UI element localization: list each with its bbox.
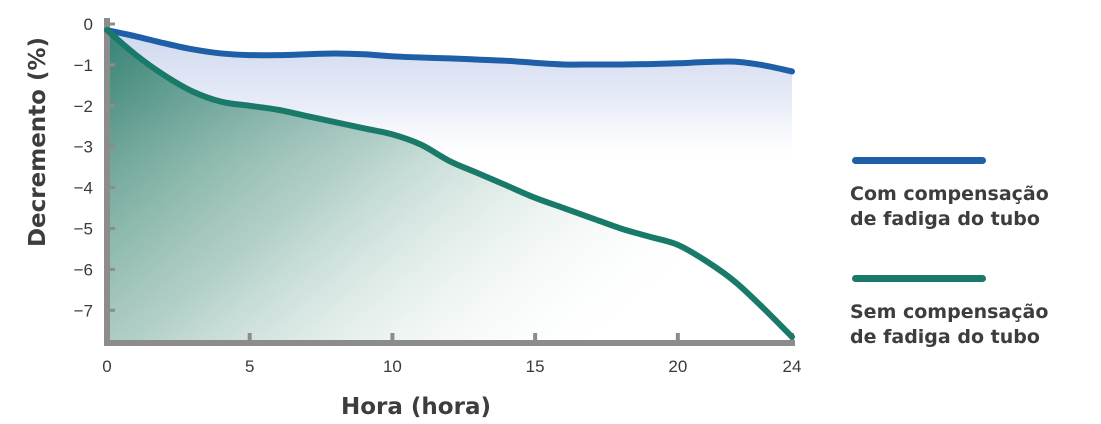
x-tick-label: 10: [383, 357, 402, 376]
y-tick-label: −1: [74, 56, 93, 75]
y-tick-label: −5: [74, 219, 93, 238]
legend-label-sem-line2: de fadiga do tubo: [850, 326, 1040, 348]
series-lines: [104, 27, 795, 340]
tick-labels: 0 −1 −2 −3 −4 −5 −6 −7 0 5 10 15 20 24: [74, 15, 802, 376]
legend-2: Sem compensação de fadiga do tubo: [850, 275, 1090, 350]
legend-label-com-line2: de fadiga do tubo: [850, 208, 1040, 230]
series-line-sem: [104, 27, 795, 340]
x-tick-label: 5: [245, 357, 254, 376]
y-tick-label: −6: [74, 260, 93, 279]
y-tick-label: −3: [74, 138, 93, 157]
area-fill-sem: [107, 30, 792, 344]
x-tick-label: 24: [783, 357, 802, 376]
y-axis-title: Decremento (%): [25, 37, 51, 247]
axes: [104, 18, 795, 346]
legend-swatch-com: [852, 157, 986, 164]
legend-label-sem: Sem compensação de fadiga do tubo: [850, 300, 1090, 350]
legend-label-sem-line1: Sem compensação: [850, 301, 1049, 323]
y-tick-label: −4: [74, 179, 93, 198]
legend-label-com-line1: Com compensação: [850, 183, 1049, 205]
legend-swatch-sem: [852, 275, 986, 282]
x-tick-label: 20: [668, 357, 687, 376]
y-tick-label: 0: [84, 15, 93, 34]
legend: Com compensação de fadiga do tubo: [850, 157, 1090, 232]
area-fills: [107, 30, 792, 344]
y-tick-label: −2: [74, 97, 93, 116]
x-axis-title: Hora (hora): [341, 394, 491, 420]
legend-label-com: Com compensação de fadiga do tubo: [850, 182, 1090, 232]
x-tick-label: 15: [526, 357, 545, 376]
y-tick-label: −7: [74, 301, 93, 320]
x-tick-label: 0: [102, 357, 111, 376]
series-line-com: [104, 27, 795, 75]
